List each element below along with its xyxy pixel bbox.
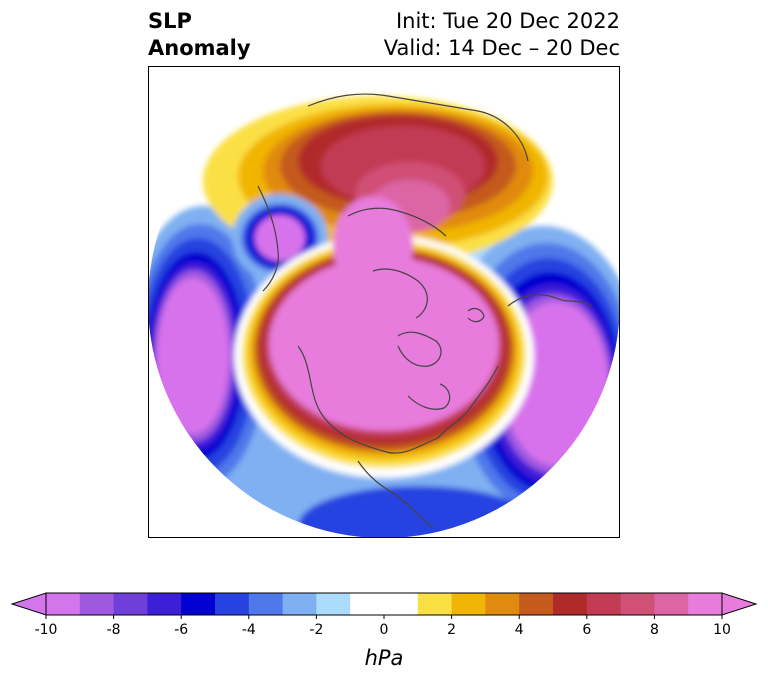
colorbar: -10 -8 -6 -4 -2 0 2 4 6 8 10 <box>0 580 768 680</box>
colorbar-tick-label: 6 <box>582 622 591 638</box>
colorbar-bin-6 <box>248 593 283 615</box>
title-line-slp: SLP <box>148 9 192 33</box>
coast-japan <box>257 185 279 292</box>
colorbar-tick-label: -4 <box>242 622 256 638</box>
colorbar-tick-label: -10 <box>35 622 58 638</box>
coast-greenland <box>372 268 428 319</box>
map-subtitle: Init: Tue 20 Dec 2022 Valid: 14 Dec – 20… <box>384 8 620 62</box>
map-svg <box>148 66 620 538</box>
southern-band-dark <box>298 486 538 538</box>
anomaly-field <box>148 66 620 538</box>
colorbar-bin-9 <box>350 593 385 615</box>
colorbar-tick-label: 8 <box>650 622 659 638</box>
colorbar-bin-5 <box>215 593 250 615</box>
polar-map <box>148 66 620 538</box>
colorbar-bin-13 <box>485 593 520 615</box>
coast-asia <box>307 93 529 162</box>
colorbar-bin-19 <box>688 593 723 615</box>
colorbar-tick-label: -8 <box>107 622 121 638</box>
coast-europe <box>507 294 593 307</box>
colorbar-bin-10 <box>384 593 419 615</box>
colorbar-bin-18 <box>654 593 689 615</box>
map-title: SLP Anomaly <box>148 8 251 62</box>
colorbar-svg: -10 -8 -6 -4 -2 0 2 4 6 8 10 <box>10 592 758 638</box>
valid-range: Valid: 14 Dec – 20 Dec <box>383 36 620 60</box>
coastlines <box>257 93 593 529</box>
colorbar-extend-low <box>10 592 47 616</box>
colorbar-bin-12 <box>451 593 486 615</box>
coast-hudson <box>407 383 451 410</box>
colorbar-unit-label: hPa <box>364 646 404 670</box>
colorbar-bin-7 <box>282 593 317 615</box>
pacific-low-core <box>157 278 229 434</box>
colorbar-tick-label: -6 <box>174 622 188 638</box>
colorbar-bin-3 <box>147 593 182 615</box>
colorbar-tick-label: 0 <box>380 622 389 638</box>
colorbar-bin-0 <box>46 593 81 615</box>
colorbar-tick-label: 4 <box>515 622 524 638</box>
colorbar-tick-label: 10 <box>713 622 731 638</box>
colorbar-bin-14 <box>519 593 554 615</box>
title-line-anomaly: Anomaly <box>148 36 251 60</box>
colorbar-bin-11 <box>417 593 452 615</box>
arctic-high-core <box>269 257 499 431</box>
colorbar-bin-4 <box>181 593 216 615</box>
colorbar-bin-2 <box>113 593 148 615</box>
colorbar-extend-high <box>721 592 758 616</box>
colorbar-bin-17 <box>620 593 655 615</box>
map-border <box>148 66 620 538</box>
init-date: Init: Tue 20 Dec 2022 <box>395 9 620 33</box>
colorbar-tick-label: 2 <box>447 622 456 638</box>
coast-siberia <box>347 207 447 237</box>
colorbar-bin-1 <box>79 593 114 615</box>
coast-arctic-islands <box>397 331 442 367</box>
colorbar-bin-8 <box>316 593 351 615</box>
small-low-core <box>255 215 305 261</box>
colorbar-bin-16 <box>586 593 621 615</box>
coast-north-america <box>297 345 499 454</box>
coast-uk <box>467 307 485 323</box>
coast-central-america <box>357 460 434 529</box>
arctic-high-neck <box>333 196 413 296</box>
colorbar-tick-label: -2 <box>309 622 323 638</box>
colorbar-bin-15 <box>553 593 588 615</box>
